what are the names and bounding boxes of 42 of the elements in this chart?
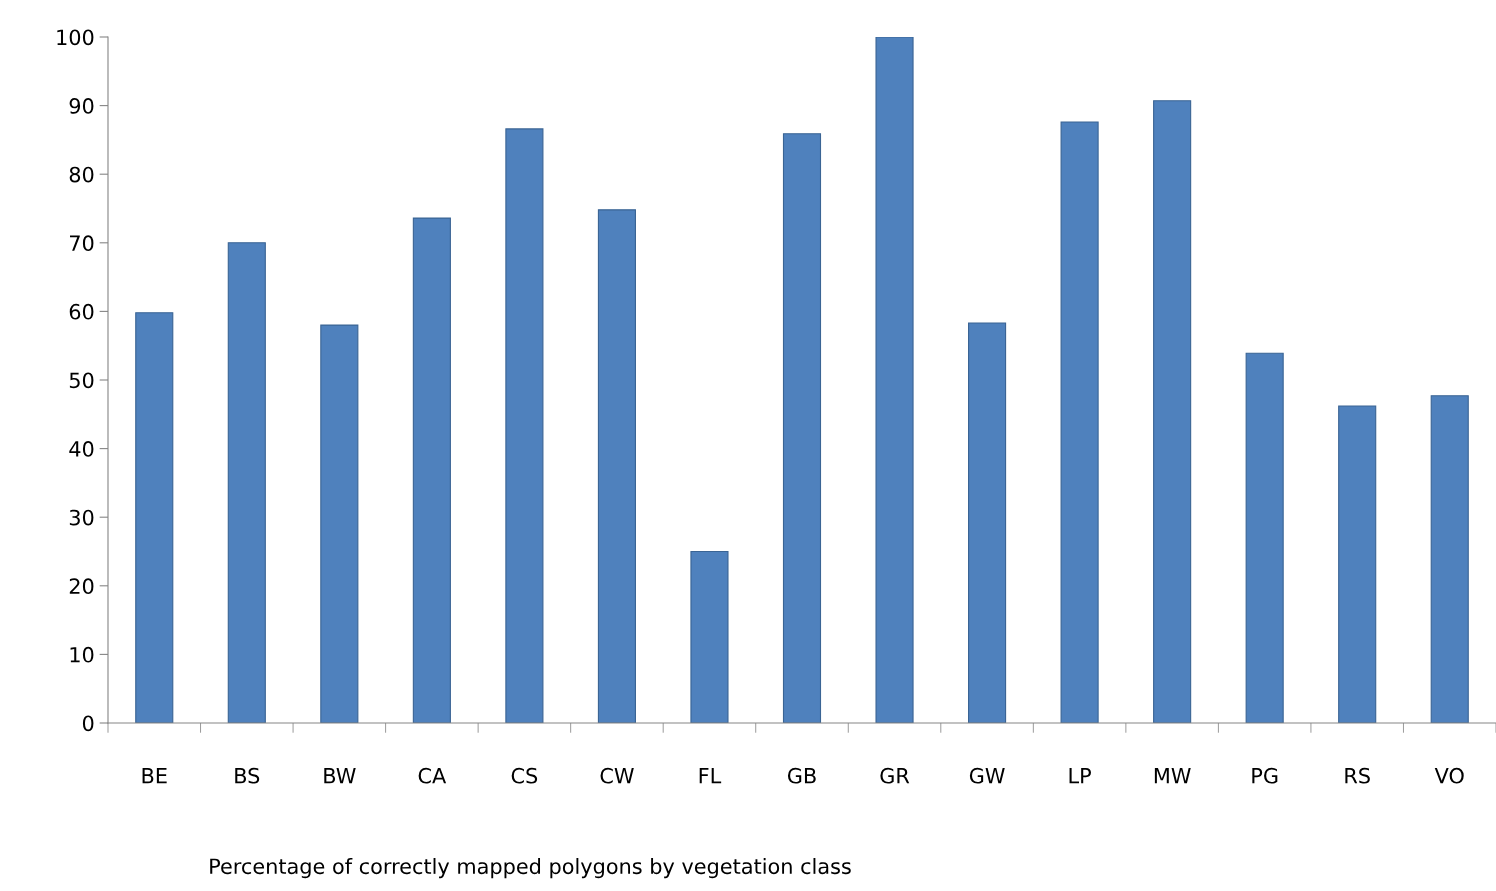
x-tick-label: GB bbox=[787, 767, 816, 784]
x-tick-label: CW bbox=[600, 767, 634, 784]
bar bbox=[135, 312, 174, 723]
x-tick-label: MW bbox=[1154, 768, 1191, 784]
bar bbox=[597, 209, 636, 723]
y-tick-label: 40 bbox=[69, 441, 94, 457]
bar bbox=[412, 217, 451, 723]
y-tick-label: 30 bbox=[69, 509, 94, 526]
x-axis-title: Percentage of correctly mapped polygons by vegetation class bbox=[210, 858, 851, 879]
y-tick-label: 50 bbox=[69, 372, 94, 389]
x-tick-label: CS bbox=[511, 767, 538, 784]
bar bbox=[320, 324, 359, 723]
bar bbox=[1153, 100, 1192, 723]
x-tick-label: PG bbox=[1252, 767, 1278, 784]
x-tick-label: BE bbox=[142, 768, 167, 784]
bar bbox=[875, 37, 914, 723]
y-tick-label: 0 bbox=[82, 715, 94, 732]
y-tick-label: 20 bbox=[69, 578, 94, 595]
x-tick-label: GR bbox=[880, 767, 910, 784]
y-tick-label: 80 bbox=[69, 166, 94, 183]
x-tick-label: GW bbox=[969, 767, 1005, 784]
bar bbox=[1338, 405, 1377, 723]
bar bbox=[1060, 121, 1099, 723]
x-tick-label: FL bbox=[699, 768, 722, 784]
bar bbox=[690, 550, 729, 723]
bar bbox=[1245, 352, 1284, 723]
x-tick-label: LP bbox=[1069, 768, 1091, 784]
x-tick-label: VO bbox=[1434, 767, 1464, 784]
bar bbox=[1430, 395, 1469, 723]
bar bbox=[968, 322, 1007, 723]
y-tick-label: 60 bbox=[69, 303, 94, 320]
x-tick-label: CA bbox=[418, 767, 447, 784]
bar bbox=[505, 128, 544, 723]
y-tick-label: 70 bbox=[70, 235, 94, 252]
bar bbox=[227, 242, 266, 723]
y-tick-label: 100 bbox=[57, 29, 94, 46]
y-tick-label: 10 bbox=[70, 646, 94, 663]
x-tick-label: RS bbox=[1345, 767, 1370, 784]
x-tick-label: BW bbox=[324, 768, 356, 784]
bar bbox=[782, 133, 822, 723]
y-tick-label: 90 bbox=[69, 98, 94, 114]
x-tick-label: BS bbox=[235, 767, 260, 784]
